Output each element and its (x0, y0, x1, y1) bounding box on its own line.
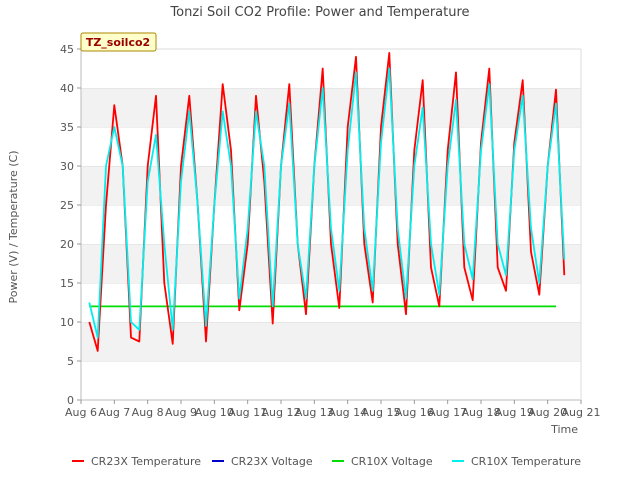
series-line-cr10x-temperature (88, 67, 566, 339)
site-label: TZ_soilco2 (86, 36, 150, 49)
y-tick-label: 35 (60, 121, 74, 134)
y-tick-label: 10 (60, 316, 74, 329)
legend-label: CR23X Voltage (231, 455, 313, 468)
x-tick-label: Aug 13 (295, 406, 334, 419)
y-tick-label: 15 (60, 277, 74, 290)
x-tick-label: Aug 17 (428, 406, 467, 419)
y-tick-label: 45 (60, 43, 74, 56)
y-tick-label: 5 (67, 355, 74, 368)
x-tick-label: Aug 18 (462, 406, 501, 419)
x-tick-label: Aug 21 (562, 406, 601, 419)
plot-frame (80, 49, 582, 401)
x-tick-label: Aug 12 (262, 406, 301, 419)
legend-label: CR10X Temperature (471, 455, 581, 468)
y-tick-label: 0 (67, 394, 74, 407)
grid-band (81, 361, 581, 400)
x-tick-label: Aug 15 (362, 406, 401, 419)
x-tick-label: Aug 20 (528, 406, 567, 419)
grid-band (81, 49, 581, 88)
site-label-background (80, 32, 157, 52)
y-axis-ticks: 0 5 10 15 20 25 30 35 40 45 (60, 43, 81, 407)
grid-band (81, 322, 581, 361)
x-tick-label: Aug 9 (165, 406, 197, 419)
x-tick-label: Aug 8 (132, 406, 164, 419)
y-tick-label: 40 (60, 82, 74, 95)
x-tick-label: Aug 10 (195, 406, 234, 419)
legend-label: CR10X Voltage (351, 455, 433, 468)
grid-band (81, 127, 581, 166)
x-tick-label: Aug 19 (495, 406, 534, 419)
grid-band (81, 88, 581, 127)
y-tick-label: 20 (60, 238, 74, 251)
grid-band (81, 166, 581, 205)
legend: CR23X Temperature CR23X Voltage CR10X Volt… (72, 455, 581, 468)
chart-title: Tonzi Soil CO2 Profile: Power and Temper… (169, 5, 469, 20)
x-tick-label: Aug 7 (98, 406, 130, 419)
x-tick-label: Aug 6 (65, 406, 97, 419)
x-tick-label: Aug 11 (228, 406, 267, 419)
y-tick-label: 30 (60, 160, 74, 173)
y-axis-label: Power (V) / Temperature (C) (7, 150, 20, 303)
x-tick-label: Aug 16 (395, 406, 434, 419)
legend-label: CR23X Temperature (91, 455, 201, 468)
series-lines (88, 52, 566, 352)
x-tick-label: Aug 14 (328, 406, 367, 419)
site-label-box: TZ_soilco2 (80, 32, 157, 52)
y-tick-label: 25 (60, 199, 74, 212)
x-axis-label: Time (550, 423, 578, 436)
